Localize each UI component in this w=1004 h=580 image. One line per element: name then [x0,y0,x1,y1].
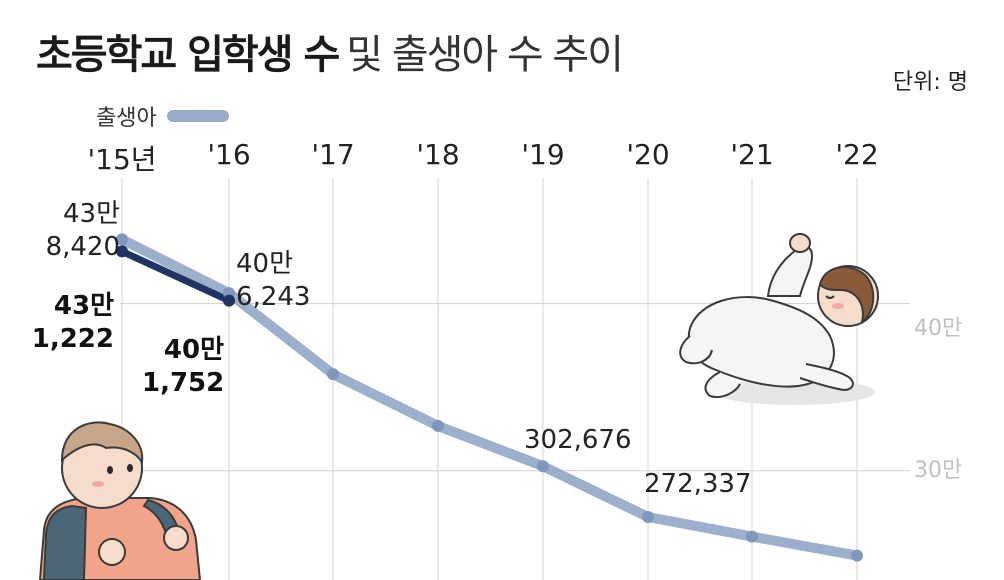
legend-label-births: 출생아 [96,106,157,131]
data-label-entrants-2015: 43만 1,222 [31,291,114,355]
baby-illustration [679,233,879,405]
child-illustration [38,421,202,580]
unit-label: 단위: 명 [892,70,968,95]
data-label-births-2015: 43만 8,420 [45,199,120,263]
x-tick-label: '19 [521,138,565,171]
x-tick-label: '17 [311,138,355,171]
y-tick-label: 30만 [914,458,963,483]
data-point-births [851,549,863,562]
title-main: 초등학교 입학생 수 [36,32,340,78]
data-point-births [116,233,128,246]
data-point-entrants [223,294,235,307]
y-tick-label: 40만 [914,316,963,341]
series-line-births [117,234,862,561]
x-tick-label: '20 [626,138,670,171]
x-tick-label: '15년 [87,143,157,176]
data-point-births [537,460,549,473]
data-label-births-2020: 272,337 [644,469,752,499]
title-sub: 및 출생아 수 추이 [346,32,624,78]
data-point-entrants [116,245,128,258]
legend-swatch-births [166,110,229,122]
data-point-births [642,510,654,523]
legend: 출생아 [96,100,229,132]
x-tick-label: '21 [730,138,774,171]
data-label-entrants-2016: 40만 1,752 [142,335,225,399]
x-tick-label: '16 [207,138,251,171]
x-tick-label: '22 [835,138,879,171]
series-line-entrants [118,247,233,305]
x-tick-label: '18 [416,138,460,171]
data-label-births-2016: 40만 6,243 [236,249,311,313]
data-point-births [327,368,339,381]
data-point-births [746,530,758,543]
data-point-births [432,419,444,432]
data-label-births-2019: 302,676 [524,425,632,455]
